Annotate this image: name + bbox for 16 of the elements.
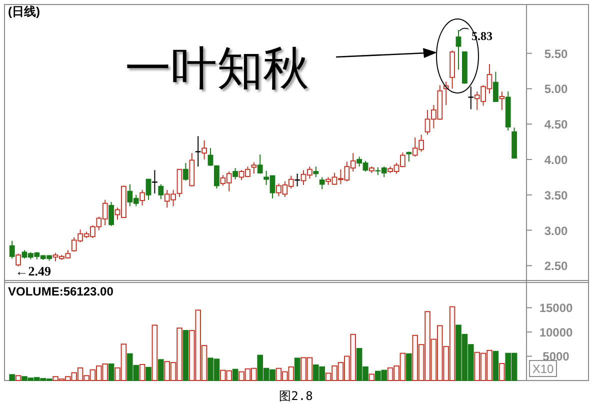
y-tick-label: 4.00 (544, 152, 568, 167)
y-tick-label: 3.00 (544, 224, 568, 238)
text: X10 (532, 362, 554, 376)
y-tick-label: 5000 (542, 350, 570, 364)
y-tick-label: 3.50 (544, 188, 568, 202)
y-tick-label: 10000 (539, 325, 574, 340)
chart-title: VOLUME:56123.00 (8, 284, 114, 298)
y-tick-label: 4.50 (544, 118, 568, 132)
y-tick-label: 2.50 (544, 259, 568, 274)
annotation: 一叶知秋 (125, 41, 309, 95)
y-tick-label: 5.50 (544, 46, 568, 61)
annotation: ←2.49 (15, 263, 52, 278)
chart-title: (日线) (8, 4, 40, 18)
y-tick-label: 15000 (539, 301, 574, 316)
y-tick-label: 5.00 (544, 82, 568, 96)
caption: 图2.8 (279, 389, 313, 403)
